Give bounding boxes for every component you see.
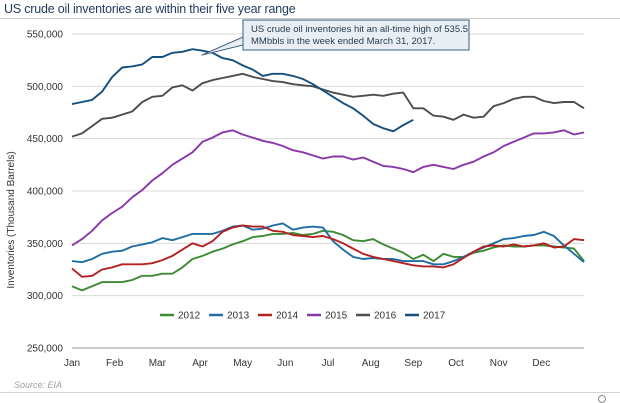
- y-tick-label: 250,000: [27, 344, 64, 355]
- x-tick-label: May: [233, 358, 252, 369]
- x-tick-label: Dec: [532, 358, 550, 369]
- legend-label-2012: 2012: [178, 311, 201, 322]
- x-tick-label: Apr: [192, 358, 208, 369]
- y-tick-label: 450,000: [27, 134, 64, 145]
- callout-text-line: US crude oil inventories hit an all-time…: [251, 24, 468, 35]
- title-divider: [0, 18, 620, 19]
- legend-label-2017: 2017: [423, 311, 446, 322]
- x-tick-label: Jan: [64, 358, 80, 369]
- footer-divider: [0, 392, 620, 393]
- y-tick-label: 400,000: [27, 187, 64, 198]
- series-line-2014: [71, 224, 585, 278]
- series-line-2015: [71, 129, 585, 247]
- series-line-2017: [71, 48, 414, 133]
- legend-label-2014: 2014: [276, 311, 299, 322]
- x-tick-label: Jun: [277, 358, 293, 369]
- gridlines: [72, 33, 584, 349]
- y-tick-label: 500,000: [27, 82, 64, 93]
- legend: 2012 2013 2014 2015 2016 2017: [160, 311, 446, 322]
- x-tick-label: Jul: [322, 358, 335, 369]
- callout-box: [242, 19, 470, 51]
- x-tick-label: Mar: [149, 358, 167, 369]
- chart-title: US crude oil inventories are within thei…: [4, 2, 296, 16]
- callout-pointer: [201, 36, 244, 56]
- x-tick-label: Feb: [106, 358, 124, 369]
- y-tick-label: 300,000: [27, 291, 64, 302]
- legend-label-2013: 2013: [227, 311, 250, 322]
- legend-label-2016: 2016: [374, 311, 397, 322]
- annotation-callout: US crude oil inventories hit an all-time…: [201, 19, 470, 56]
- series-lines: [71, 48, 585, 292]
- x-tick-label: Nov: [490, 358, 508, 369]
- y-tick-label: 350,000: [27, 239, 64, 250]
- series-line-2012: [71, 229, 585, 292]
- y-axis-label: Inventories (Thousand Barrels): [6, 151, 17, 288]
- legend-label-2015: 2015: [325, 311, 348, 322]
- callout-text-line: MMbbls in the week ended March 31, 2017.: [251, 36, 435, 47]
- series-line-2013: [71, 222, 585, 266]
- y-tick-label: 550,000: [27, 30, 64, 41]
- source-note: Source: EIA: [14, 380, 63, 390]
- x-tick-label: Oct: [448, 358, 464, 369]
- x-tick-label: Aug: [362, 358, 380, 369]
- axes: 250,000 300,000 350,000 400,000 450,000 500,0…: [27, 30, 584, 369]
- series-line-2016: [71, 72, 585, 138]
- x-tick-label: Sep: [404, 358, 422, 369]
